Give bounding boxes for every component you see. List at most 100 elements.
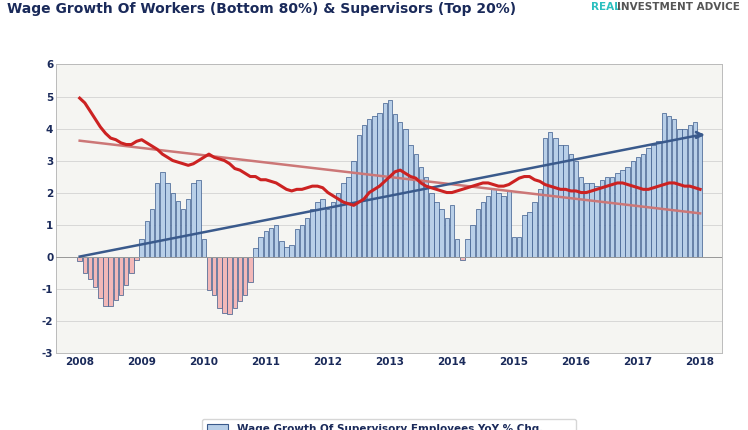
Bar [315,202,319,257]
Bar [373,116,376,257]
Bar [197,180,201,257]
Bar [636,157,640,257]
Bar [119,257,123,295]
Bar [600,180,604,257]
Bar [155,183,159,257]
Bar [533,202,537,257]
Bar [227,257,232,314]
Bar [501,196,506,257]
Bar [486,196,491,257]
Bar [300,224,304,257]
Bar [78,257,82,261]
Bar [568,154,573,257]
Bar [414,154,418,257]
Bar [357,135,361,257]
Bar [88,257,92,279]
Bar [254,248,257,257]
Bar [434,202,438,257]
Bar [429,193,434,257]
Bar [424,177,429,257]
Bar [527,212,532,257]
Bar [496,193,500,257]
Bar [98,257,102,298]
Bar [171,193,175,257]
Bar [93,257,97,287]
Bar [553,138,557,257]
Bar [491,189,495,257]
Bar [481,202,485,257]
Bar [269,228,273,257]
Bar [517,237,521,257]
Bar [589,183,594,257]
Bar [150,209,154,257]
Bar [563,144,568,257]
Bar [470,224,475,257]
Text: INVESTMENT ADVICE: INVESTMENT ADVICE [617,2,740,12]
Bar [419,167,423,257]
Bar [682,129,687,257]
Bar [341,183,346,257]
Bar [672,119,676,257]
Bar [238,257,242,301]
Bar [476,209,480,257]
Bar [646,148,651,257]
Bar [160,172,165,257]
Bar [398,122,402,257]
Bar [206,257,211,290]
Bar [615,173,619,257]
Bar [212,257,216,295]
Text: REAL: REAL [591,2,625,12]
Bar [201,239,206,257]
Bar [362,125,367,257]
Bar [620,170,625,257]
Bar [346,177,351,257]
Bar [543,138,548,257]
Legend: Wage Growth Of Supervisory Employees YoY % Chg., Wage Growth Of Non-Supervisory : Wage Growth Of Supervisory Employees YoY… [202,419,576,430]
Bar [243,257,248,295]
Bar [279,240,283,257]
Bar [667,116,671,257]
Bar [222,257,227,313]
Bar [336,193,340,257]
Bar [439,209,444,257]
Bar [191,183,196,257]
Bar [677,129,681,257]
Bar [124,257,129,286]
Bar [382,103,387,257]
Bar [135,257,139,260]
Bar [631,160,635,257]
Bar [217,257,221,308]
Bar [331,202,335,257]
Bar [176,200,180,257]
Bar [284,247,289,257]
Bar [657,141,661,257]
Bar [165,183,170,257]
Bar [129,257,134,273]
Bar [144,221,149,257]
Bar [248,257,253,282]
Bar [367,119,372,257]
Bar [548,132,552,257]
Bar [693,122,697,257]
Bar [605,177,610,257]
Bar [450,206,454,257]
Bar [662,113,666,257]
Bar [687,125,692,257]
Bar [444,218,449,257]
Bar [506,191,511,257]
Bar [352,160,356,257]
Bar [263,231,268,257]
Bar [465,239,470,257]
Bar [289,246,294,257]
Bar [625,167,630,257]
Bar [325,209,330,257]
Bar [114,257,118,300]
Bar [320,199,325,257]
Bar [558,144,562,257]
Bar [512,237,516,257]
Bar [460,257,465,260]
Bar [641,154,646,257]
Bar [698,135,702,257]
Bar [522,215,527,257]
Bar [103,257,108,306]
